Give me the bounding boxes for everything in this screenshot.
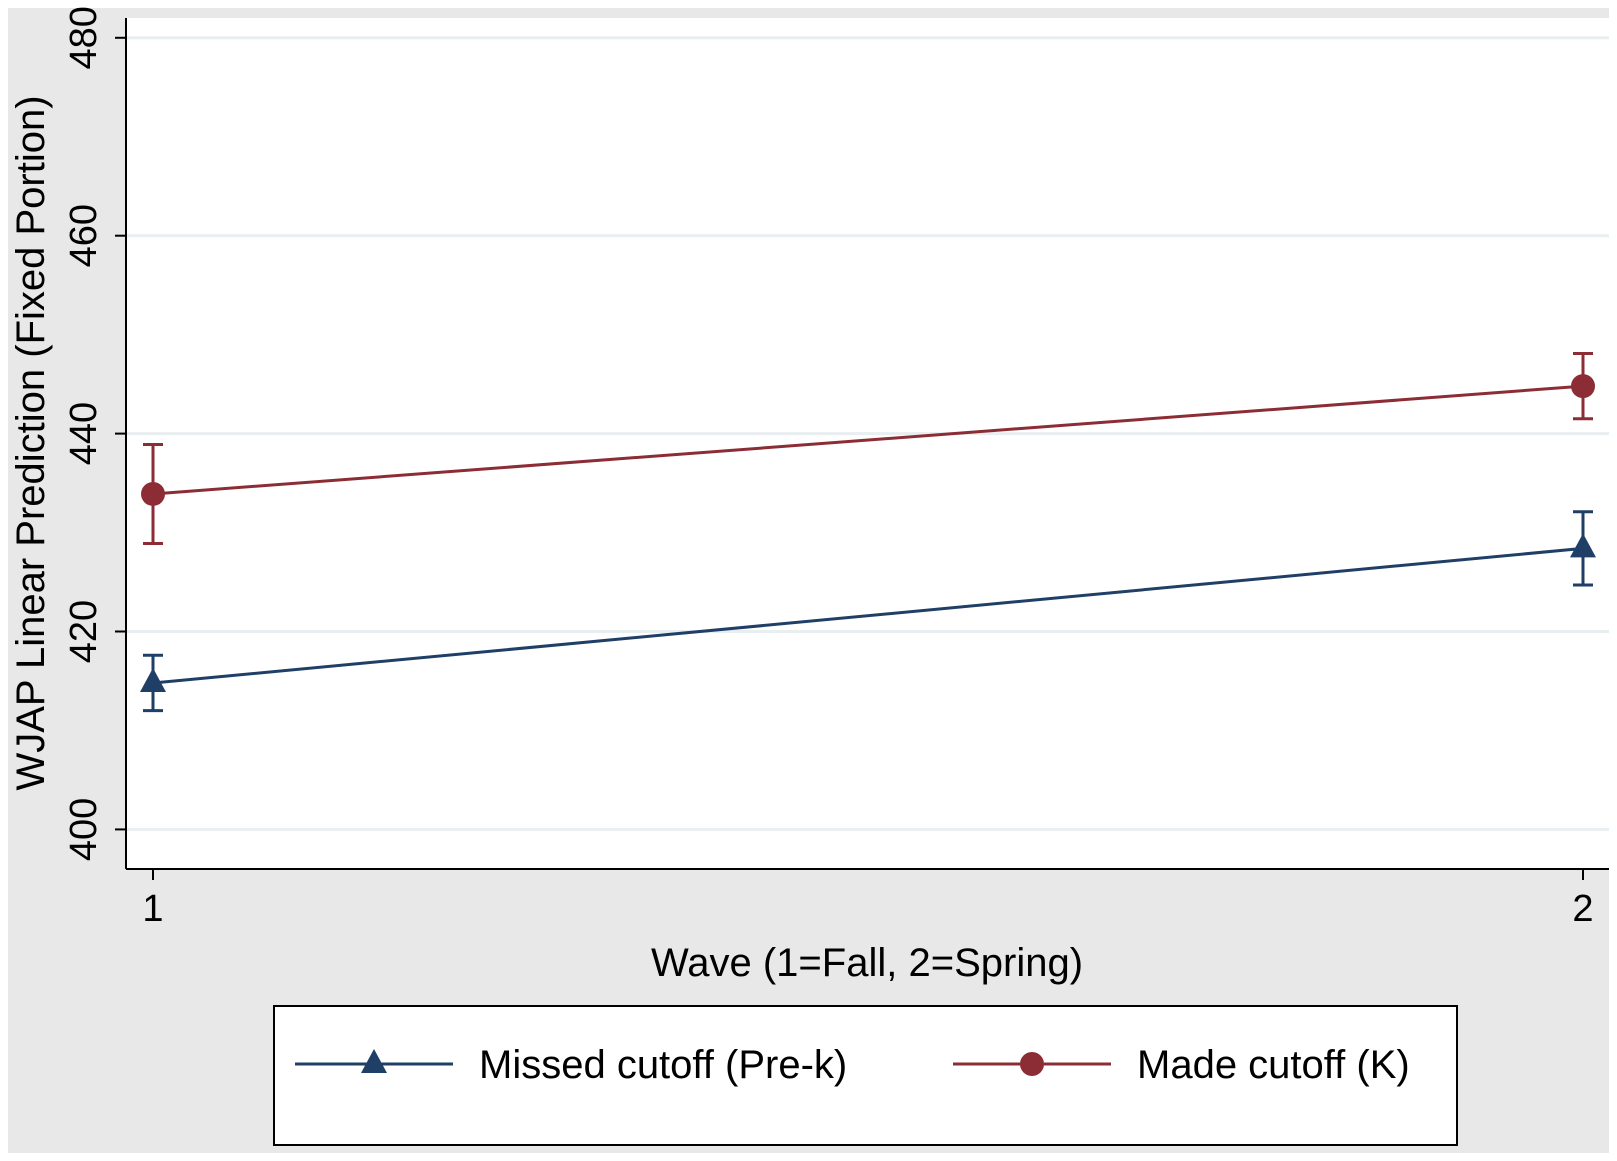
series-line-0 <box>152 546 1584 685</box>
y-ticks: 400 420 440 460 480 <box>63 6 126 861</box>
legend-marker-0 <box>361 1049 387 1073</box>
y-tick-label-440: 440 <box>63 402 105 465</box>
data-point-0-1 <box>1570 533 1596 558</box>
legend-item-0: Missed cutoff (Pre-k) <box>295 1043 847 1087</box>
legend-label-0: Missed cutoff (Pre-k) <box>479 1043 847 1087</box>
gridlines <box>126 36 1609 831</box>
x-tick-label-2: 2 <box>1572 888 1593 930</box>
data-point-1-1 <box>1571 374 1595 399</box>
legend-label-1: Made cutoff (K) <box>1137 1043 1410 1087</box>
y-axis-title: WJAP Linear Prediction (Fixed Portion) <box>9 95 53 790</box>
legend-item-1: Made cutoff (K) <box>953 1043 1410 1087</box>
legend-box <box>273 1005 1458 1146</box>
plot-area <box>126 18 1609 869</box>
legend: Missed cutoff (Pre-k) Made cutoff (K) <box>273 1005 1458 1146</box>
series-0 <box>140 510 1596 713</box>
y-tick-label-480: 480 <box>63 6 105 69</box>
series-line-1 <box>152 384 1584 496</box>
y-tick-label-460: 460 <box>63 204 105 267</box>
series-layer <box>140 351 1596 713</box>
data-point-0-0 <box>140 667 166 692</box>
x-tick-label-1: 1 <box>142 888 163 930</box>
y-tick-label-420: 420 <box>63 600 105 663</box>
x-axis-title: Wave (1=Fall, 2=Spring) <box>651 941 1083 985</box>
series-1 <box>141 351 1595 545</box>
data-point-1-0 <box>141 481 165 506</box>
axes <box>125 18 1609 870</box>
legend-marker-1 <box>1020 1052 1044 1076</box>
y-tick-label-400: 400 <box>63 798 105 861</box>
